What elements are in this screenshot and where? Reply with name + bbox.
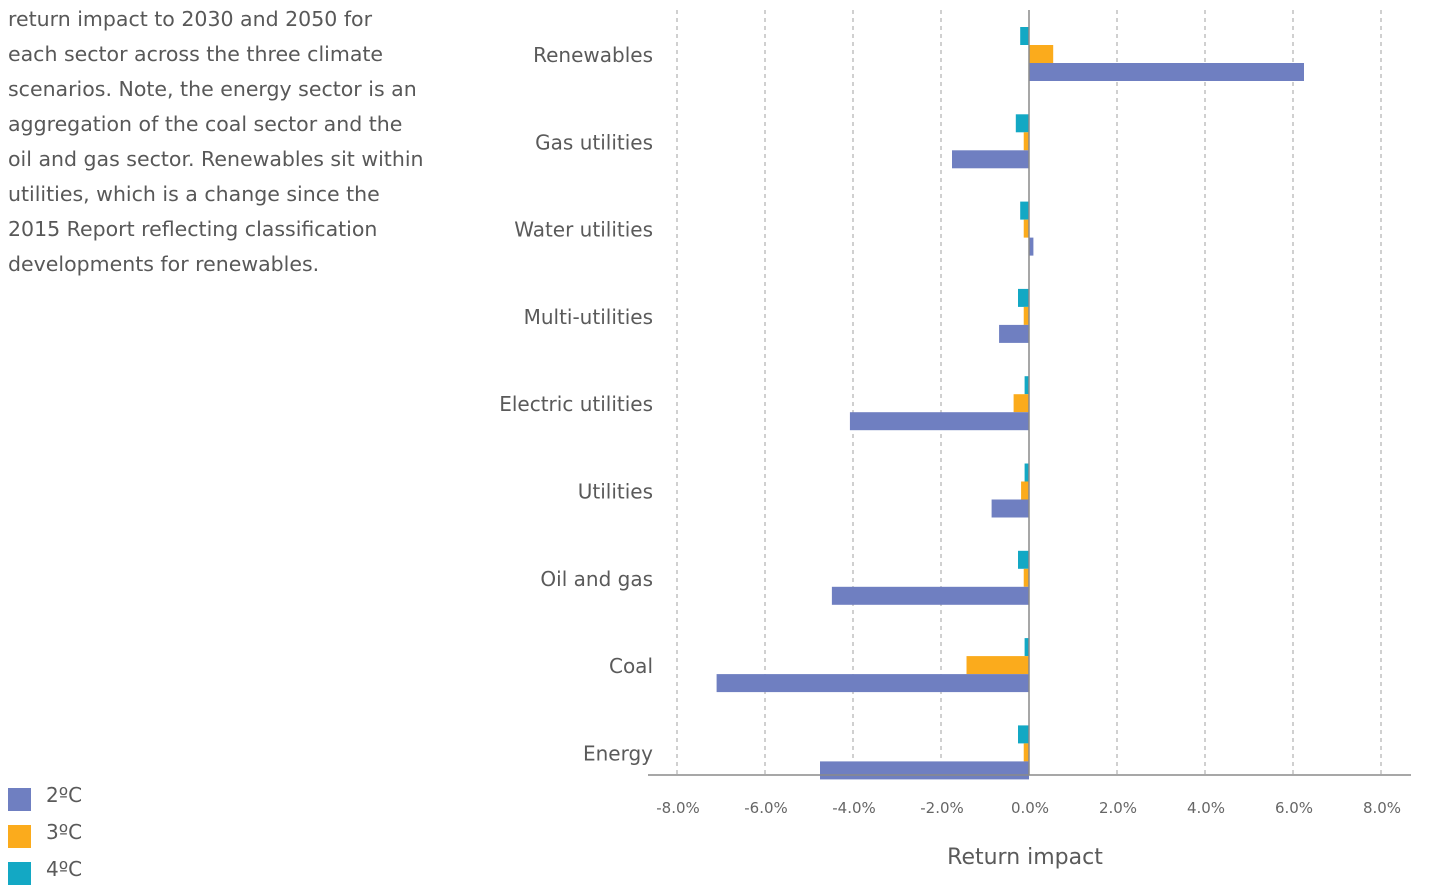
x-tick-label: 4.0% bbox=[1187, 799, 1225, 817]
x-tick-label: -8.0% bbox=[656, 799, 700, 817]
x-tick-label: 2.0% bbox=[1099, 799, 1137, 817]
bar-water-utilities-3c bbox=[1023, 219, 1029, 238]
bar-utilities-4c bbox=[1024, 463, 1029, 482]
x-tick-label: 8.0% bbox=[1363, 799, 1401, 817]
category-label: Coal bbox=[609, 654, 653, 678]
bar-electric-utilities-4c bbox=[1024, 376, 1029, 395]
bar-oil-and-gas-2c bbox=[831, 586, 1029, 605]
bar-electric-utilities-3c bbox=[1013, 394, 1029, 413]
bar-energy-2c bbox=[820, 761, 1029, 780]
bar-oil-and-gas-3c bbox=[1023, 568, 1029, 587]
description-text: return impact to 2030 and 2050 for each … bbox=[8, 7, 424, 276]
bar-coal-3c bbox=[966, 656, 1029, 675]
bar-water-utilities-4c bbox=[1020, 201, 1029, 220]
category-label: Oil and gas bbox=[540, 567, 653, 591]
category-label: Water utilities bbox=[514, 218, 653, 242]
bar-electric-utilities-2c bbox=[849, 412, 1029, 431]
bar-energy-3c bbox=[1023, 743, 1029, 762]
x-tick-label: 6.0% bbox=[1275, 799, 1313, 817]
bar-coal-4c bbox=[1024, 638, 1029, 657]
x-tick-label: -6.0% bbox=[744, 799, 788, 817]
x-tick-label: -2.0% bbox=[920, 799, 964, 817]
x-tick-label: 0.0% bbox=[1011, 799, 1049, 817]
category-label: Renewables bbox=[533, 43, 653, 67]
x-tick-label: -4.0% bbox=[832, 799, 876, 817]
legend-label-2c: 2ºC bbox=[46, 783, 83, 807]
legend-swatch-3c bbox=[8, 825, 31, 848]
bar-gas-utilities-2c bbox=[952, 150, 1029, 169]
bar-renewables-4c bbox=[1020, 27, 1029, 45]
legend-swatch-4c bbox=[8, 862, 31, 885]
bar-renewables-3c bbox=[1029, 45, 1054, 63]
bar-multi-utilities-2c bbox=[999, 324, 1029, 343]
bar-energy-4c bbox=[1018, 725, 1029, 744]
bar-utilities-2c bbox=[991, 499, 1029, 518]
bar-multi-utilities-3c bbox=[1023, 306, 1029, 325]
bar-oil-and-gas-4c bbox=[1018, 550, 1029, 569]
category-label: Energy bbox=[583, 741, 653, 765]
bar-coal-2c bbox=[716, 674, 1029, 693]
bar-utilities-3c bbox=[1021, 481, 1029, 500]
x-axis-title: Return impact bbox=[947, 845, 1103, 870]
legend-label-3c: 3ºC bbox=[46, 820, 83, 844]
category-label: Utilities bbox=[578, 480, 653, 504]
bar-gas-utilities-4c bbox=[1015, 114, 1029, 133]
category-label: Multi-utilities bbox=[524, 305, 653, 329]
category-label: Gas utilities bbox=[535, 130, 653, 154]
bar-water-utilities-2c bbox=[1029, 237, 1034, 256]
bar-gas-utilities-3c bbox=[1023, 132, 1029, 151]
legend-label-4c: 4ºC bbox=[46, 857, 83, 881]
category-label: Electric utilities bbox=[499, 392, 653, 416]
bar-multi-utilities-4c bbox=[1018, 288, 1029, 307]
legend-swatch-2c bbox=[8, 788, 31, 811]
bar-renewables-2c bbox=[1029, 63, 1304, 81]
